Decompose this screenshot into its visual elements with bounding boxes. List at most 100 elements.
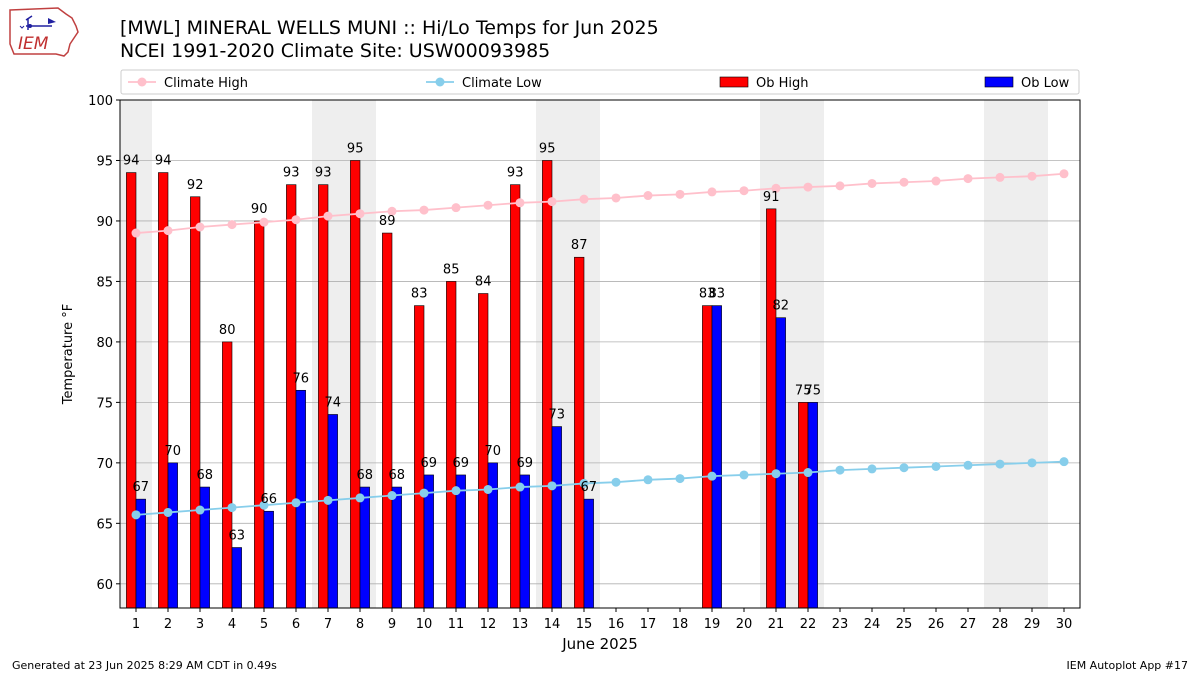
legend-box [120, 69, 1080, 95]
ob-high-label: 83 [411, 287, 428, 302]
climate-high-point [483, 200, 493, 210]
legend-climate-high-marker [137, 77, 147, 87]
climate-low-point [1059, 457, 1069, 467]
ob-high-bar [222, 341, 233, 609]
ob-low-bar [167, 462, 178, 609]
legend-ob-low-swatch [984, 76, 1014, 88]
climate-low-point [1027, 458, 1037, 468]
ob-low-bar [807, 402, 818, 609]
ob-low-bar [327, 414, 338, 609]
chart-title: [MWL] MINERAL WELLS MUNI :: Hi/Lo Temps … [120, 17, 659, 39]
climate-low-point [515, 482, 525, 492]
ob-high-bar [542, 160, 553, 609]
ob-high-bar [158, 172, 169, 609]
ob-high-label: 93 [315, 166, 332, 181]
x-axis: 1 2 3 4 5 6 7 8 9 10 11 12 13 14 15 16 17 18 19 20 21 22 23 24 2… [132, 608, 1072, 632]
climate-high-point [163, 226, 173, 236]
climate-high-point [1027, 171, 1037, 181]
ob-high-bar [766, 208, 777, 609]
bar-labels: 94 94 92 80 90 93 93 95 89 83 85 84 93 95 87 83 91 75 67 70… [123, 141, 821, 543]
ob-low-label: 70 [165, 444, 182, 459]
climate-high-point [355, 209, 365, 219]
ob-high-bar [702, 305, 713, 609]
climate-high-point [963, 174, 973, 184]
ob-high-label: 90 [251, 202, 268, 217]
ob-low-label: 73 [549, 408, 566, 423]
climate-high-point [771, 183, 781, 193]
ob-high-label: 84 [475, 275, 492, 290]
ob-low-label: 74 [325, 395, 342, 410]
x-tick-label: 1 [132, 617, 140, 632]
climate-low-point [643, 475, 653, 485]
plot-frame [119, 99, 1081, 609]
ob-low-label: 70 [485, 444, 502, 459]
x-tick-label: 9 [388, 617, 396, 632]
x-tick-label: 6 [292, 617, 300, 632]
x-tick-label: 4 [228, 617, 236, 632]
y-tick-label: 90 [96, 215, 113, 230]
ob-low-label: 75 [805, 383, 822, 398]
ob-high-label: 94 [123, 154, 140, 169]
climate-high-point [195, 222, 205, 232]
climate-high-point [739, 186, 749, 196]
x-tick-label: 19 [704, 617, 721, 632]
climate-low-point [931, 461, 941, 471]
climate-low-point [483, 484, 493, 494]
ob-high-label: 87 [571, 238, 588, 253]
ob-low-bar [391, 486, 402, 609]
x-tick-label: 12 [480, 617, 497, 632]
x-tick-label: 14 [544, 617, 561, 632]
ob-high-bar [382, 232, 393, 609]
climate-low-point [963, 460, 973, 470]
climate-high-point [579, 194, 589, 204]
ob-high-label: 95 [347, 141, 364, 156]
y-tick-label: 65 [96, 517, 113, 532]
x-tick-label: 29 [1024, 617, 1041, 632]
ob-high-bar [254, 220, 265, 609]
climate-low-point [835, 465, 845, 475]
ob-high-bar [510, 184, 521, 609]
ob-low-bar [551, 426, 562, 609]
climate-low-point [739, 470, 749, 480]
y-tick-label: 85 [96, 275, 113, 290]
climate-high-point [323, 211, 333, 221]
climate-low-point [579, 478, 589, 488]
climate-low-point [291, 498, 301, 508]
legend-label: Ob High [756, 76, 809, 91]
climate-high-point [803, 182, 813, 192]
y-axis-label: Temperature °F [61, 304, 76, 405]
x-tick-label: 11 [448, 617, 465, 632]
ob-high-label: 91 [763, 190, 780, 205]
x-tick-label: 8 [356, 617, 364, 632]
x-tick-label: 7 [324, 617, 332, 632]
x-tick-label: 16 [608, 617, 625, 632]
ob-low-label: 69 [453, 456, 470, 471]
ob-high-label: 85 [443, 262, 460, 277]
x-tick-label: 23 [832, 617, 849, 632]
ob-high-bar [798, 402, 809, 609]
climate-high-point [1059, 169, 1069, 179]
x-tick-label: 21 [768, 617, 785, 632]
x-tick-label: 10 [416, 617, 433, 632]
climate-lines [131, 169, 1069, 520]
climate-high-point [707, 187, 717, 197]
ob-high-label: 95 [539, 141, 556, 156]
climate-low-point [771, 469, 781, 479]
climate-low-point [803, 468, 813, 478]
climate-high-point [995, 172, 1005, 182]
ob-low-bar [487, 462, 498, 609]
chart-subtitle: NCEI 1991-2020 Climate Site: USW00093985 [120, 40, 551, 62]
ob-low-label: 66 [261, 492, 278, 507]
ob-high-bar [126, 172, 137, 609]
climate-low-point [419, 488, 429, 498]
legend-ob-high-swatch [719, 76, 749, 88]
climate-low-point [547, 481, 557, 491]
x-tick-label: 27 [960, 617, 977, 632]
climate-low-point [611, 477, 621, 487]
y-tick-label: 70 [96, 457, 113, 472]
y-tick-label: 60 [96, 578, 113, 593]
x-tick-label: 2 [164, 617, 172, 632]
ob-low-bar [199, 486, 210, 609]
ob-low-bar [519, 474, 530, 609]
